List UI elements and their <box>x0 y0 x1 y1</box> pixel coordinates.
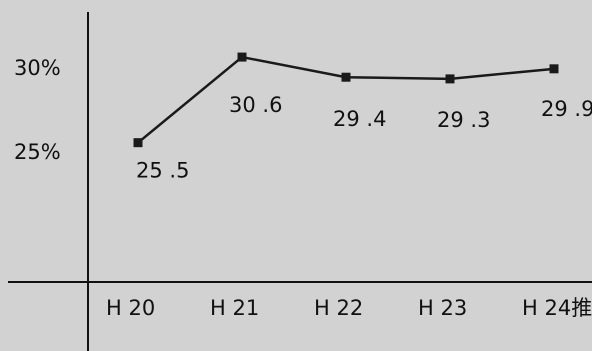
y-tick-labels: 30% 25% <box>14 56 61 164</box>
data-markers <box>133 52 559 148</box>
data-value-label: 29 .9 <box>541 97 592 121</box>
x-tick-label: H 22 <box>314 296 363 320</box>
x-tick-label: H 24推計 <box>522 296 592 320</box>
data-labels: 25 .5 30 .6 29 .4 29 .3 29 .9 <box>136 93 592 183</box>
data-value-label: 29 .4 <box>333 107 386 131</box>
data-point-marker <box>237 52 247 62</box>
data-value-label: 29 .3 <box>437 108 490 132</box>
y-tick-label: 30% <box>14 56 61 80</box>
data-value-label: 30 .6 <box>229 93 282 117</box>
y-tick-label: 25% <box>14 140 61 164</box>
data-point-marker <box>133 138 143 148</box>
data-point-marker <box>445 74 455 84</box>
x-tick-label: H 23 <box>418 296 467 320</box>
x-tick-labels: H 20 H 21 H 22 H 23 H 24推計 <box>106 296 592 320</box>
data-point-marker <box>341 72 351 82</box>
x-tick-label: H 21 <box>210 296 259 320</box>
data-value-label: 25 .5 <box>136 159 189 183</box>
data-point-marker <box>549 64 559 74</box>
x-tick-label: H 20 <box>106 296 155 320</box>
